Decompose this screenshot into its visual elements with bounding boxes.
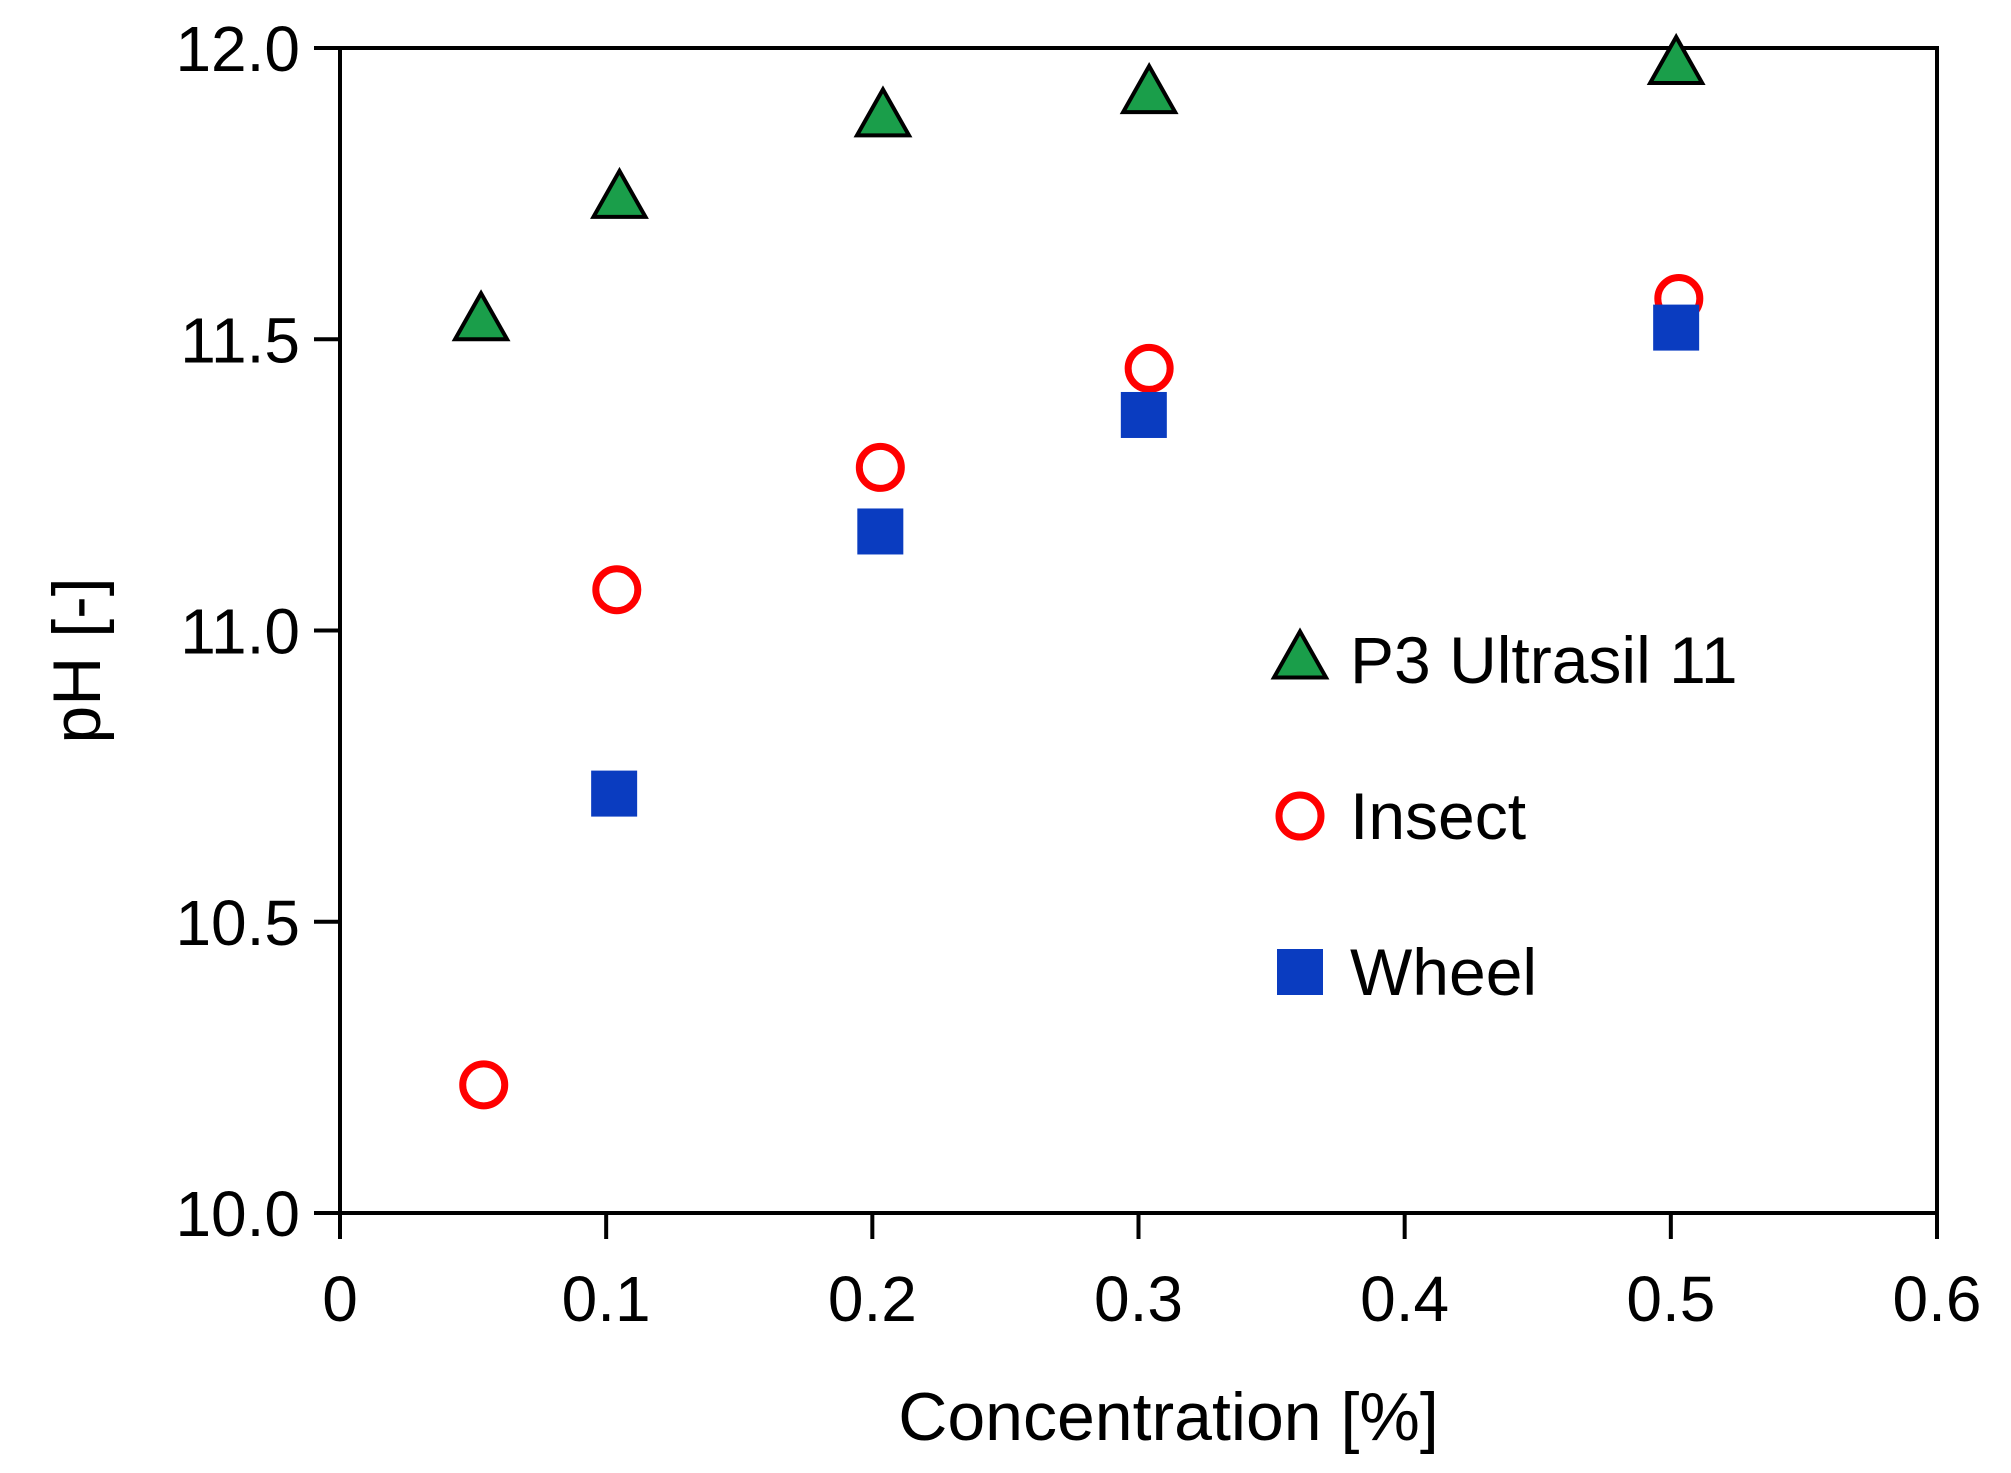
legend: P3 Ultrasil 11 Insect Wheel — [1270, 623, 1738, 1009]
series-layer — [451, 32, 1706, 1110]
data-point-triangle — [1646, 32, 1706, 85]
data-point-circle — [459, 1060, 509, 1110]
legend-marker-triangle — [1270, 627, 1330, 680]
legend-item: Wheel — [1277, 935, 1537, 1009]
series-wheel — [591, 304, 1700, 817]
x-tick-label: 0.1 — [562, 1263, 651, 1335]
plot-area-frame — [338, 46, 1939, 1215]
data-point-triangle — [451, 289, 511, 342]
x-tick-label: 0.6 — [1893, 1263, 1982, 1335]
data-point-triangle — [853, 85, 913, 138]
x-axis-title: Concentration [%] — [898, 1379, 1439, 1455]
legend-label: P3 Ultrasil 11 — [1350, 623, 1738, 697]
legend-item: P3 Ultrasil 11 — [1270, 623, 1738, 697]
y-tick-label: 11.0 — [180, 596, 300, 668]
data-point-circle — [855, 442, 905, 492]
x-tick-label: 0 — [322, 1263, 358, 1335]
legend-marker-circle — [1275, 791, 1325, 841]
x-axis-ticks: 0 0.1 0.2 0.3 0.4 0.5 0.6 — [322, 1213, 1981, 1335]
y-tick-label: 10.0 — [175, 1178, 300, 1250]
legend-marker-square — [1277, 949, 1323, 995]
data-point-triangle — [590, 166, 649, 219]
data-point-triangle — [1119, 62, 1179, 115]
data-point-square — [1653, 304, 1700, 351]
data-point-square — [857, 508, 904, 555]
x-tick-label: 0.3 — [1094, 1263, 1183, 1335]
data-point-circle — [592, 565, 642, 615]
series-p3-ultrasil-11 — [451, 32, 1706, 342]
x-tick-label: 0.4 — [1360, 1263, 1449, 1335]
legend-item: Insect — [1275, 779, 1526, 853]
legend-label: Insect — [1350, 779, 1526, 853]
y-axis-ticks: 10.0 10.5 11.0 11.5 12.0 — [175, 13, 340, 1250]
y-tick-label: 11.5 — [180, 304, 300, 376]
x-tick-label: 0.5 — [1626, 1263, 1715, 1335]
y-tick-label: 12.0 — [175, 13, 300, 85]
data-point-square — [1120, 391, 1167, 438]
x-tick-label: 0.2 — [828, 1263, 917, 1335]
y-axis-title: pH [-] — [39, 577, 115, 743]
y-tick-label: 10.5 — [175, 887, 300, 959]
data-point-square — [591, 770, 638, 817]
data-point-circle — [1124, 343, 1174, 393]
legend-label: Wheel — [1350, 935, 1537, 1009]
